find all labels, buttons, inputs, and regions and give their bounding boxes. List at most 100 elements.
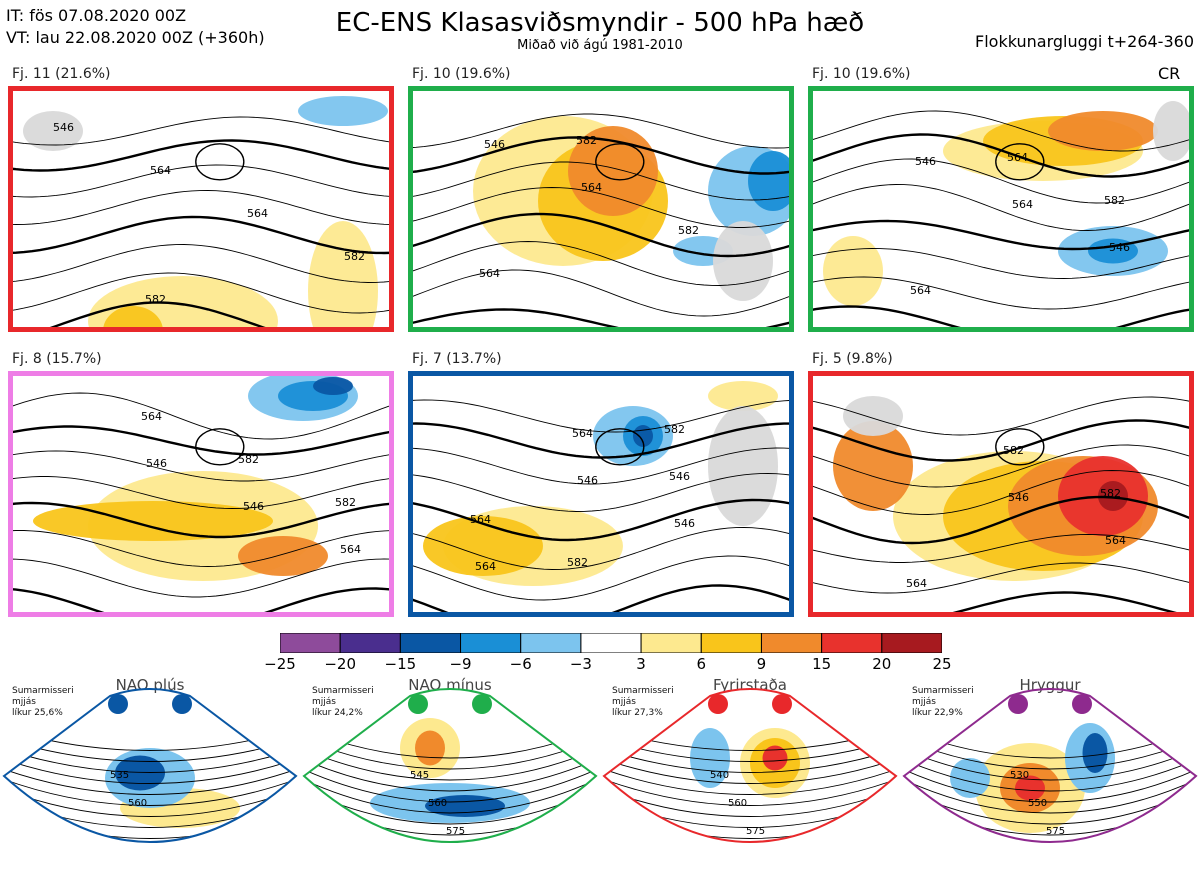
contour-label: 560 <box>428 798 447 809</box>
regime-marker-dot <box>408 694 428 714</box>
height-contour <box>13 116 389 146</box>
contour-label: 564 <box>150 164 171 177</box>
regime-map: 535 560 <box>2 688 298 843</box>
valid-time: VT: lau 22.08.2020 00Z (+360h) <box>6 28 265 47</box>
height-contour <box>13 244 389 283</box>
height-contour <box>413 113 789 149</box>
contour-label: 582 <box>238 453 259 466</box>
colorbar-segment <box>821 632 883 654</box>
closed-contour <box>195 143 245 181</box>
regime-note-line: líkur 25,6% <box>12 708 63 718</box>
height-contour <box>13 164 389 198</box>
height-contour <box>413 498 789 542</box>
height-contour <box>304 777 596 814</box>
colorbar-segment <box>399 632 462 654</box>
height-contour <box>413 241 789 286</box>
colorbar-segment <box>700 632 762 654</box>
height-contour <box>4 757 296 784</box>
colorbar-tick-label: −20 <box>324 655 356 673</box>
height-contour <box>813 110 1189 152</box>
height-contour <box>952 591 1177 612</box>
regime-note-line: Sumarmisseri <box>312 686 374 696</box>
contour-label: 564 <box>479 267 500 280</box>
height-contour <box>13 530 389 567</box>
height-contour <box>813 562 1189 594</box>
height-contour <box>304 767 596 803</box>
cluster-label: Fj. 11 (21.6%) <box>12 66 111 82</box>
height-contour <box>604 747 896 773</box>
cluster-label: Fj. 10 (19.6%) <box>412 66 511 82</box>
contour-label: 564 <box>475 560 496 573</box>
regime-note: Sumarmisseri mjjás líkur 27,3% <box>612 686 674 719</box>
regime-note-line: líkur 22,9% <box>912 708 963 718</box>
anomaly-area <box>713 221 773 301</box>
contour-label: 582 <box>145 293 166 306</box>
cluster-map: 546 564 564 582 582 <box>8 86 394 332</box>
colorbar-segment <box>460 632 522 654</box>
contour-label: 575 <box>446 826 465 837</box>
contour-label: 546 <box>484 138 505 151</box>
regime-marker-dot <box>1008 694 1028 714</box>
height-contour <box>813 470 1189 515</box>
height-contour <box>413 308 789 327</box>
anomaly-area <box>115 755 165 791</box>
height-contour <box>813 495 1189 545</box>
colorbar-tick-label: 15 <box>812 655 832 673</box>
height-contour <box>813 444 1189 488</box>
colorbar-tick-label: −9 <box>449 655 472 673</box>
height-contour <box>413 187 789 228</box>
regime-marker-dot <box>108 694 128 714</box>
height-contour <box>604 777 896 806</box>
height-contour <box>13 139 389 172</box>
regime-note-line: líkur 24,2% <box>312 708 363 718</box>
contour-label: 564 <box>910 284 931 297</box>
colorbar-tick-label: −3 <box>569 655 592 673</box>
anomaly-area <box>708 406 778 526</box>
contour-label: 564 <box>247 207 268 220</box>
regime-outline <box>602 688 898 843</box>
colorbar-segment <box>640 632 702 654</box>
contour-label: 546 <box>53 121 74 134</box>
height-contour <box>813 158 1189 204</box>
anomaly-area <box>823 236 883 306</box>
colorbar <box>279 632 943 654</box>
colorbar-segment <box>520 632 582 654</box>
cluster-tag: CR <box>1158 64 1181 83</box>
regime-note: Sumarmisseri mjjás líkur 25,6% <box>12 686 74 719</box>
contour-label: 546 <box>669 470 690 483</box>
height-contour <box>813 248 1189 279</box>
contour-label: 582 <box>1100 487 1121 500</box>
regime-note-line: mjjás <box>912 697 936 707</box>
colorbar-segment <box>279 632 341 654</box>
height-contour <box>413 212 789 258</box>
regime-outline <box>902 688 1198 843</box>
contour-label: 546 <box>1008 491 1029 504</box>
height-contour <box>13 501 389 539</box>
contour-label: 564 <box>141 410 162 423</box>
height-contour <box>304 747 596 781</box>
cluster-label: Fj. 10 (19.6%) <box>812 66 911 82</box>
anomaly-area <box>313 377 353 395</box>
height-contour <box>813 419 1189 462</box>
regime-marker-dot <box>1072 694 1092 714</box>
height-contour <box>13 272 389 314</box>
contour-label: 575 <box>746 826 765 837</box>
regime-note-line: mjjás <box>12 697 36 707</box>
cluster-map: 546 564 564 582 582 <box>808 371 1194 617</box>
contour-label: 582 <box>664 423 685 436</box>
page-subtitle: Miðað við ágú 1981-2010 <box>517 38 683 53</box>
colorbar-segment <box>339 632 401 654</box>
contour-label: 564 <box>1007 151 1028 164</box>
colorbar-graphic <box>279 632 943 654</box>
height-contour <box>813 305 1189 327</box>
closed-contour <box>995 143 1045 181</box>
closed-contour <box>195 428 245 466</box>
height-contour <box>604 757 896 784</box>
contour-label: 564 <box>1012 198 1033 211</box>
regime-note: Sumarmisseri mjjás líkur 24,2% <box>312 686 374 719</box>
colorbar-segment <box>881 632 943 654</box>
regime-outline <box>2 688 298 843</box>
colorbar-segment <box>580 632 642 654</box>
contour-label: 582 <box>678 224 699 237</box>
anomaly-area <box>1015 775 1045 801</box>
